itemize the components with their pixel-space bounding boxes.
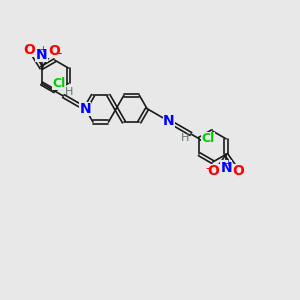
Text: O: O bbox=[24, 43, 36, 57]
Text: H: H bbox=[181, 133, 190, 142]
Text: Cl: Cl bbox=[53, 77, 66, 90]
Text: N: N bbox=[163, 114, 175, 128]
Text: O: O bbox=[48, 44, 60, 58]
Text: O: O bbox=[233, 164, 244, 178]
Text: -: - bbox=[57, 47, 61, 61]
Text: -: - bbox=[206, 162, 210, 175]
Text: N: N bbox=[220, 161, 232, 175]
Text: +: + bbox=[39, 45, 46, 54]
Text: O: O bbox=[208, 164, 220, 178]
Text: N: N bbox=[80, 102, 91, 116]
Text: H: H bbox=[64, 88, 73, 98]
Text: N: N bbox=[36, 48, 47, 62]
Text: +: + bbox=[224, 159, 231, 168]
Text: Cl: Cl bbox=[202, 132, 215, 146]
